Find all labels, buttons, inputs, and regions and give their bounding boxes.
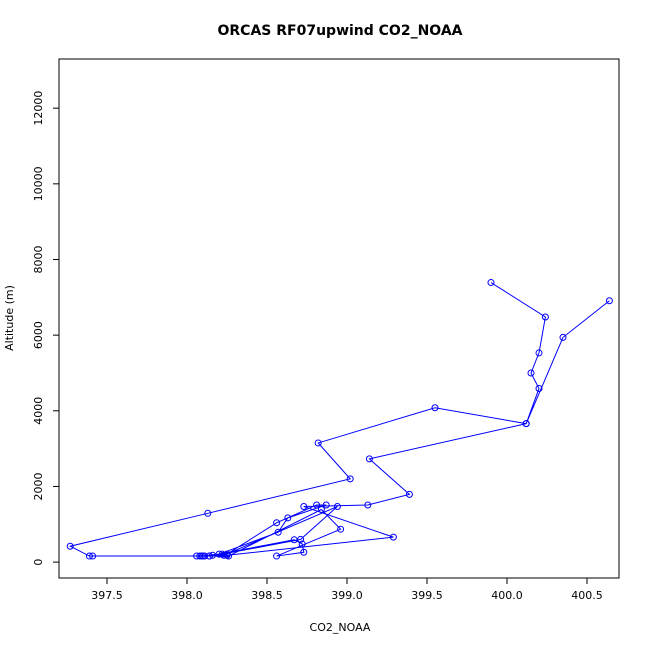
data-point bbox=[89, 552, 97, 560]
data-point bbox=[300, 548, 308, 556]
data-point bbox=[313, 501, 321, 509]
data-point bbox=[527, 369, 535, 377]
y-tick-label: 6000 bbox=[32, 321, 45, 349]
data-point bbox=[85, 552, 93, 560]
data-point bbox=[535, 384, 543, 392]
x-tick-label: 398.5 bbox=[251, 589, 283, 602]
data-point bbox=[298, 540, 306, 548]
x-tick-label: 399.0 bbox=[331, 589, 363, 602]
data-point bbox=[365, 455, 373, 463]
data-point bbox=[346, 475, 354, 483]
y-axis: 0 2000 4000 6000 8000 10000 12000 bbox=[32, 91, 60, 566]
data-point bbox=[559, 333, 567, 341]
data-point bbox=[314, 439, 322, 447]
series-line bbox=[68, 282, 610, 557]
plot-area bbox=[66, 279, 613, 560]
x-tick-label: 400.5 bbox=[571, 589, 603, 602]
data-point bbox=[605, 297, 613, 305]
data-point bbox=[389, 533, 397, 541]
x-tick-label: 400.0 bbox=[491, 589, 523, 602]
data-point bbox=[300, 503, 308, 511]
data-point bbox=[205, 552, 213, 560]
x-tick-label: 398.0 bbox=[171, 589, 203, 602]
data-point bbox=[322, 501, 330, 509]
x-tick-label: 397.5 bbox=[91, 589, 123, 602]
data-point bbox=[215, 550, 223, 558]
y-tick-label: 12000 bbox=[32, 91, 45, 126]
data-point bbox=[333, 503, 341, 511]
data-point bbox=[273, 552, 281, 560]
data-point bbox=[209, 551, 217, 559]
data-point bbox=[487, 279, 495, 287]
data-point bbox=[204, 509, 212, 517]
data-point bbox=[284, 514, 292, 522]
chart-title: ORCAS RF07upwind CO2_NOAA bbox=[218, 23, 463, 39]
data-point bbox=[273, 519, 281, 527]
data-point bbox=[218, 550, 226, 558]
data-point bbox=[223, 551, 231, 559]
y-tick-label: 4000 bbox=[32, 397, 45, 425]
data-point bbox=[405, 490, 413, 498]
data-point bbox=[220, 551, 228, 559]
x-axis-label: CO2_NOAA bbox=[310, 621, 371, 634]
data-point bbox=[290, 536, 298, 544]
x-axis: 397.5 398.0 398.5 399.0 399.5 400.0 400.5 bbox=[91, 577, 603, 602]
y-tick-label: 2000 bbox=[32, 472, 45, 500]
data-point bbox=[522, 420, 530, 428]
data-point bbox=[317, 506, 325, 514]
x-tick-label: 399.5 bbox=[411, 589, 443, 602]
data-point bbox=[337, 525, 345, 533]
y-tick-label: 8000 bbox=[32, 245, 45, 273]
data-point bbox=[364, 501, 372, 509]
y-tick-label: 10000 bbox=[32, 166, 45, 201]
y-tick-label: 0 bbox=[32, 559, 45, 566]
data-point bbox=[274, 528, 282, 536]
data-point bbox=[66, 542, 74, 550]
data-point bbox=[541, 313, 549, 321]
data-point bbox=[431, 404, 439, 412]
data-point bbox=[535, 349, 543, 357]
y-axis-label: Altitude (m) bbox=[3, 285, 16, 351]
